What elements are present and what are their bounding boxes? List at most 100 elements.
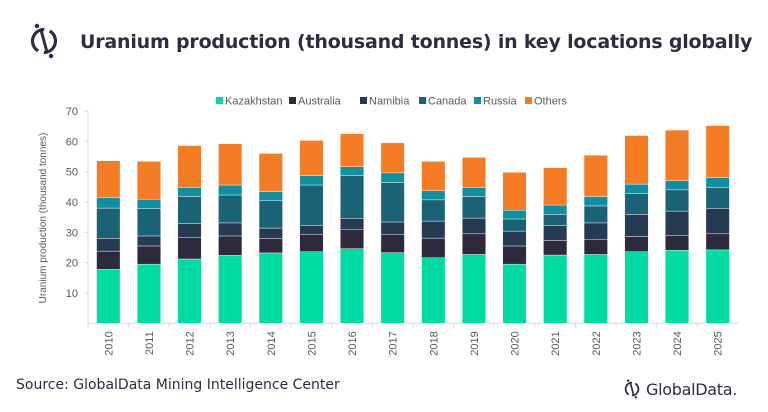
bar-segment-namibia [96,238,121,252]
bar-segment-russia [299,175,324,186]
bar-segment-australia [624,236,649,252]
legend-item-russia: Russia [474,96,518,108]
bar-segment-others [136,161,161,200]
bar-segment-australia [340,229,365,249]
bar-segment-namibia [218,222,243,237]
bar-segment-namibia [624,214,649,237]
legend-swatch [289,97,296,104]
bar-segment-namibia [543,225,568,241]
bar-segment-others [461,157,486,188]
bar-segment-australia [258,238,283,254]
bar-segment-canada [583,205,608,224]
x-tick-label: 2011 [144,331,156,355]
legend-item-canada: Canada [419,96,467,108]
bar-segment-others [177,145,202,188]
legend-label: Namibia [369,96,410,108]
bar-segment-canada [421,199,446,222]
bar-segment-canada [96,207,121,239]
bar-segment-others [543,167,568,206]
x-tick-label: 2019 [469,331,481,355]
legend-label: Canada [428,96,467,108]
bar-segment-namibia [177,223,202,238]
bar-segment-russia [705,177,730,188]
bar-segment-australia [177,237,202,260]
bar-segment-others [502,172,527,211]
bar-segment-namibia [665,210,690,236]
bar-segment-canada [380,182,405,223]
bar-segment-namibia [705,208,730,235]
bar-segment-kazakhstan [380,252,405,324]
y-tick-label: 30 [66,227,78,239]
brand-name: GlobalData. [646,379,738,399]
bar-stack-2023 [624,135,649,324]
bar-segment-kazakhstan [583,254,608,324]
bar-segment-kazakhstan [705,249,730,324]
bar-stack-2010 [96,160,121,324]
bar-segment-others [665,129,690,181]
bar-segment-namibia [461,217,486,235]
legend-label: Others [534,96,568,108]
bar-segment-australia [380,234,405,253]
bar-segment-others [624,135,649,185]
x-tick-label: 2012 [185,331,197,355]
bar-segment-canada [543,214,568,226]
bar-segment-australia [705,233,730,251]
bar-segment-russia [136,199,161,209]
x-tick-label: 2018 [428,331,440,355]
bar-segment-namibia [299,225,324,235]
y-axis-label: Uranium production (thousand tonnes) [38,133,49,304]
bar-segment-kazakhstan [543,254,568,324]
bar-stack-2017 [380,142,405,324]
bar-segment-kazakhstan [340,248,365,324]
x-tick-label: 2025 [713,331,725,355]
bar-stack-2021 [543,167,568,324]
x-tick-label: 2024 [672,331,684,355]
bar-segment-canada [461,196,486,219]
bar-segment-russia [665,180,690,191]
bar-segment-others [705,125,730,178]
globaldata-logo-icon [624,379,640,399]
legend-swatch [419,97,426,104]
bar-segment-namibia [136,235,161,247]
x-tick-label: 2021 [550,331,562,355]
bar-stack-2012 [177,145,202,324]
legend-item-australia: Australia [289,96,342,108]
stacked-bar-chart: Kazakhstan Australia Namibia Canada Russia Ot… [38,96,738,356]
bar-segment-canada [624,193,649,215]
bar-segment-australia [461,233,486,255]
y-tick-label: 60 [66,136,78,148]
x-tick-label: 2016 [347,331,359,355]
bar-stack-2016 [340,133,365,324]
bar-stack-2011 [136,161,161,324]
legend-item-kazakhstan: Kazakhstan [216,96,282,108]
x-tick-label: 2022 [591,331,603,355]
bar-segment-russia [380,172,405,183]
bar-segment-russia [461,187,486,197]
bar-segment-australia [665,235,690,251]
y-tick-label: 40 [66,197,78,209]
bar-segment-others [583,155,608,197]
bar-segment-kazakhstan [96,269,121,324]
legend-swatch [474,97,481,104]
bar-segment-australia [583,239,608,255]
bar-segment-russia [258,191,283,201]
bar-segment-others [218,143,243,186]
legend-item-others: Others [525,96,568,108]
bar-segment-others [421,161,446,191]
bar-segment-russia [624,183,649,194]
bar-segment-russia [177,187,202,197]
bar-segment-others [340,133,365,168]
bar-segment-russia [218,184,243,196]
bar-segment-kazakhstan [624,251,649,324]
bar-segment-namibia [421,220,446,239]
bar-segment-kazakhstan [502,263,527,324]
bar-segment-kazakhstan [665,250,690,324]
bar-segment-namibia [258,227,283,239]
chart-title: Uranium production (thousand tonnes) in … [80,31,753,53]
bar-segment-russia [543,204,568,215]
bar-stack-2024 [665,129,690,324]
legend-swatch [525,97,532,104]
x-axis: 2010 2011 2012 2013 2014 2015 2016 2017 2018 2019… [87,323,725,356]
bar-segment-others [96,160,121,198]
legend-swatch [216,97,223,104]
